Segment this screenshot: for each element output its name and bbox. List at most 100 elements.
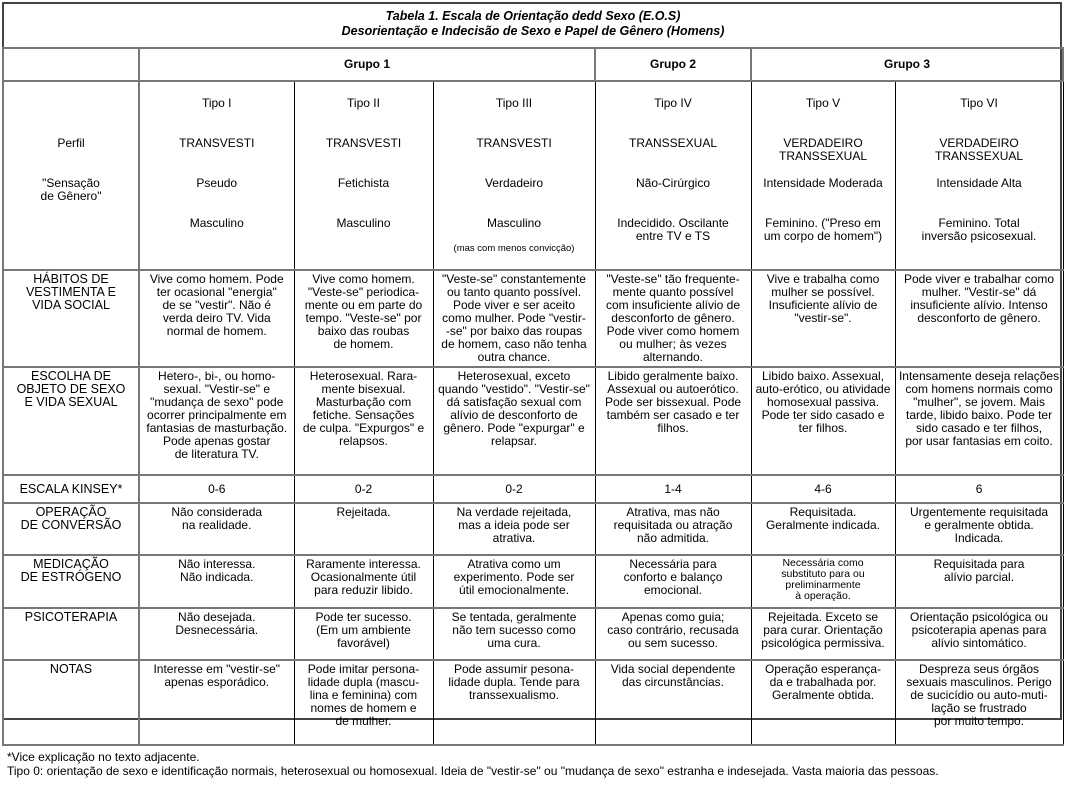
table-row-operation: OPERAÇÃO DE CONVERSÃO Não considerada na… xyxy=(2,502,1064,556)
type-subtype: Não-Cirúrgico xyxy=(635,176,711,190)
type-gender: Indecidido. Oscilante entre TV e TS xyxy=(617,216,729,243)
title-line-2: Desorientação e Indecisão de Sexo e Pape… xyxy=(341,24,725,38)
table-cell: Atrativa como um experimento. Pode ser ú… xyxy=(432,554,596,609)
row-label: ESCOLHA DE OBJETO DE SEXO E VIDA SEXUAL xyxy=(2,366,140,476)
table-cell: 0-2 xyxy=(293,474,434,504)
table-cell: Heterosexual, exceto quando "vestido". "… xyxy=(432,366,596,476)
row-label: HÁBITOS DE VESTIMENTA E VIDA SOCIAL xyxy=(2,269,140,368)
type-name: TRANSSEXUAL xyxy=(628,136,718,150)
table-cell: Vive como homem. "Veste-se" periodica- m… xyxy=(293,269,434,368)
type-2-profile: Tipo II TRANSVESTI Fetichista Masculino xyxy=(293,80,434,271)
group-2-header: Grupo 2 xyxy=(594,47,752,82)
table-cell: "Veste-se" tão frequente- mente quanto p… xyxy=(594,269,752,368)
type-3-profile: Tipo III TRANSVESTI Verdadeiro Masculino… xyxy=(432,80,596,271)
table-cell: Libido geralmente baixo. Assexual ou aut… xyxy=(594,366,752,476)
group-3-header: Grupo 3 xyxy=(749,47,1065,82)
footnotes: *Vice explicação no texto adjacente. Tip… xyxy=(3,744,1064,789)
type-label: Tipo V xyxy=(805,96,841,110)
table-cell: Hetero-, bi-, ou homo- sexual. "Vestir-s… xyxy=(138,366,295,476)
table-cell: Raramente interessa. Ocasionalmente útil… xyxy=(293,554,434,609)
type-subtype: Verdadeiro xyxy=(484,176,544,190)
row-label: PSICOTERAPIA xyxy=(2,607,140,661)
table-cell: Urgentemente requisitada e geralmente ob… xyxy=(894,502,1064,556)
table-cell: 6 xyxy=(894,474,1064,504)
table-cell: Heterosexual. Rara- mente bisexual. Mast… xyxy=(293,366,434,476)
type-label: Tipo I xyxy=(201,96,232,110)
table-cell: Libido baixo. Assexual, auto-erótico, ou… xyxy=(750,366,896,476)
title-line-1: Tabela 1. Escala de Orientação dedd Sexo… xyxy=(385,9,681,23)
table-row-habits: HÁBITOS DE VESTIMENTA E VIDA SOCIAL Vive… xyxy=(2,269,1064,368)
profile-label: Perfil xyxy=(57,136,85,150)
type-5-profile: Tipo V VERDADEIRO TRANSSEXUAL Intensidad… xyxy=(750,80,896,271)
type-name: TRANSVESTI xyxy=(325,136,402,150)
table-title: Tabela 1. Escala de Orientação dedd Sexo… xyxy=(3,2,1064,49)
type-gender: Masculino xyxy=(189,216,244,230)
table-cell: Necessária como substituto para ou preli… xyxy=(750,554,896,609)
profile-row: Perfil "Sensação de Gênero" Tipo I TRANS… xyxy=(2,80,1064,271)
table-cell: Orientação psicológica ou psicoterapia a… xyxy=(894,607,1064,661)
table-cell: "Veste-se" constantemente ou tanto quant… xyxy=(432,269,596,368)
table-cell: Operação esperança- da e trabalhada por.… xyxy=(750,659,896,746)
gender-sense-label: "Sensação de Gênero" xyxy=(40,176,102,203)
table-cell: Pode viver e trabalhar como mulher. "Ves… xyxy=(894,269,1064,368)
type-gender: Feminino. Total inversão psicosexual. xyxy=(921,216,1037,243)
table-row-sex-object: ESCOLHA DE OBJETO DE SEXO E VIDA SEXUAL … xyxy=(2,366,1064,476)
row-label: ESCALA KINSEY* xyxy=(2,474,140,504)
type-label: Tipo IV xyxy=(654,96,692,110)
corner-cell xyxy=(2,47,140,82)
table-cell: Na verdade rejeitada, mas a ideia pode s… xyxy=(432,502,596,556)
table-row-estrogen: MEDICAÇÃO DE ESTRÓGENO Não interessa. Nã… xyxy=(2,554,1064,609)
table-row-kinsey: ESCALA KINSEY* 0-6 0-2 0-2 1-4 4-6 6 xyxy=(2,474,1064,504)
type-subtype: Intensidade Moderada xyxy=(763,176,883,190)
type-name: VERDADEIRO TRANSSEXUAL xyxy=(935,136,1024,163)
table-cell: Vida social dependente das circunstância… xyxy=(594,659,752,746)
type-note: (mas com menos convicção) xyxy=(453,243,575,254)
table-cell: Despreza seus órgãos sexuais masculinos.… xyxy=(894,659,1064,746)
table-row-psychotherapy: PSICOTERAPIA Não desejada. Desnecessária… xyxy=(2,607,1064,661)
type-name: TRANSVESTI xyxy=(179,136,255,150)
type-name: TRANSVESTI xyxy=(476,136,552,150)
type-gender: Masculino xyxy=(486,216,542,230)
row-label: NOTAS xyxy=(2,659,140,746)
type-6-profile: Tipo VI VERDADEIRO TRANSSEXUAL Intensida… xyxy=(894,80,1064,271)
table-cell: Pode imitar persona- lidade dupla (mascu… xyxy=(293,659,434,746)
table-cell: Atrativa, mas não requisitada ou atração… xyxy=(594,502,752,556)
row-label: MEDICAÇÃO DE ESTRÓGENO xyxy=(2,554,140,609)
table-cell: Vive e trabalha como mulher se possível.… xyxy=(750,269,896,368)
type-gender: Feminino. ("Preso em um corpo de homem") xyxy=(763,216,883,243)
row-label: OPERAÇÃO DE CONVERSÃO xyxy=(2,502,140,556)
table-cell: 1-4 xyxy=(594,474,752,504)
table-cell: Pode ter sucesso. (Em um ambiente favorá… xyxy=(293,607,434,661)
table-cell: Rejeitada. Exceto se para curar. Orienta… xyxy=(750,607,896,661)
table-cell: Se tentada, geralmente não tem sucesso c… xyxy=(432,607,596,661)
table-cell: Requisitada. Geralmente indicada. xyxy=(750,502,896,556)
table-cell: Não considerada na realidade. xyxy=(138,502,295,556)
footnote-type-0: Tipo 0: orientação de sexo e identificaç… xyxy=(7,764,939,778)
table-cell: Intensamente deseja relações com homens … xyxy=(894,366,1064,476)
table-cell: 0-6 xyxy=(138,474,295,504)
type-gender: Masculino xyxy=(336,216,391,230)
table-cell: Pode assumir pesona- lidade dupla. Tende… xyxy=(432,659,596,746)
table-cell: Requisitada para alívio parcial. xyxy=(894,554,1064,609)
group-1-header: Grupo 1 xyxy=(138,47,596,82)
table-cell: 0-2 xyxy=(432,474,596,504)
table-cell: Necessária para conforto e balanço emoci… xyxy=(594,554,752,609)
type-1-profile: Tipo I TRANSVESTI Pseudo Masculino xyxy=(138,80,295,271)
footnote-kinsey: *Vice explicação no texto adjacente. xyxy=(7,750,200,764)
type-label: Tipo II xyxy=(347,96,380,110)
table-cell: Vive como homem. Pode ter ocasional "ene… xyxy=(138,269,295,368)
type-name: VERDADEIRO TRANSSEXUAL xyxy=(778,136,868,163)
type-subtype: Intensidade Alta xyxy=(936,176,1022,190)
profile-label-cell: Perfil "Sensação de Gênero" xyxy=(2,80,140,271)
table-cell: Apenas como guia; caso contrário, recusa… xyxy=(594,607,752,661)
type-4-profile: Tipo IV TRANSSEXUAL Não-Cirúrgico Indeci… xyxy=(594,80,752,271)
table-cell: Não interessa. Não indicada. xyxy=(138,554,295,609)
table-cell: 4-6 xyxy=(750,474,896,504)
type-label: Tipo III xyxy=(495,96,533,110)
type-subtype: Fetichista xyxy=(337,176,390,190)
type-label: Tipo VI xyxy=(960,96,998,110)
table-cell: Não desejada. Desnecessária. xyxy=(138,607,295,661)
table-cell: Rejeitada. xyxy=(293,502,434,556)
